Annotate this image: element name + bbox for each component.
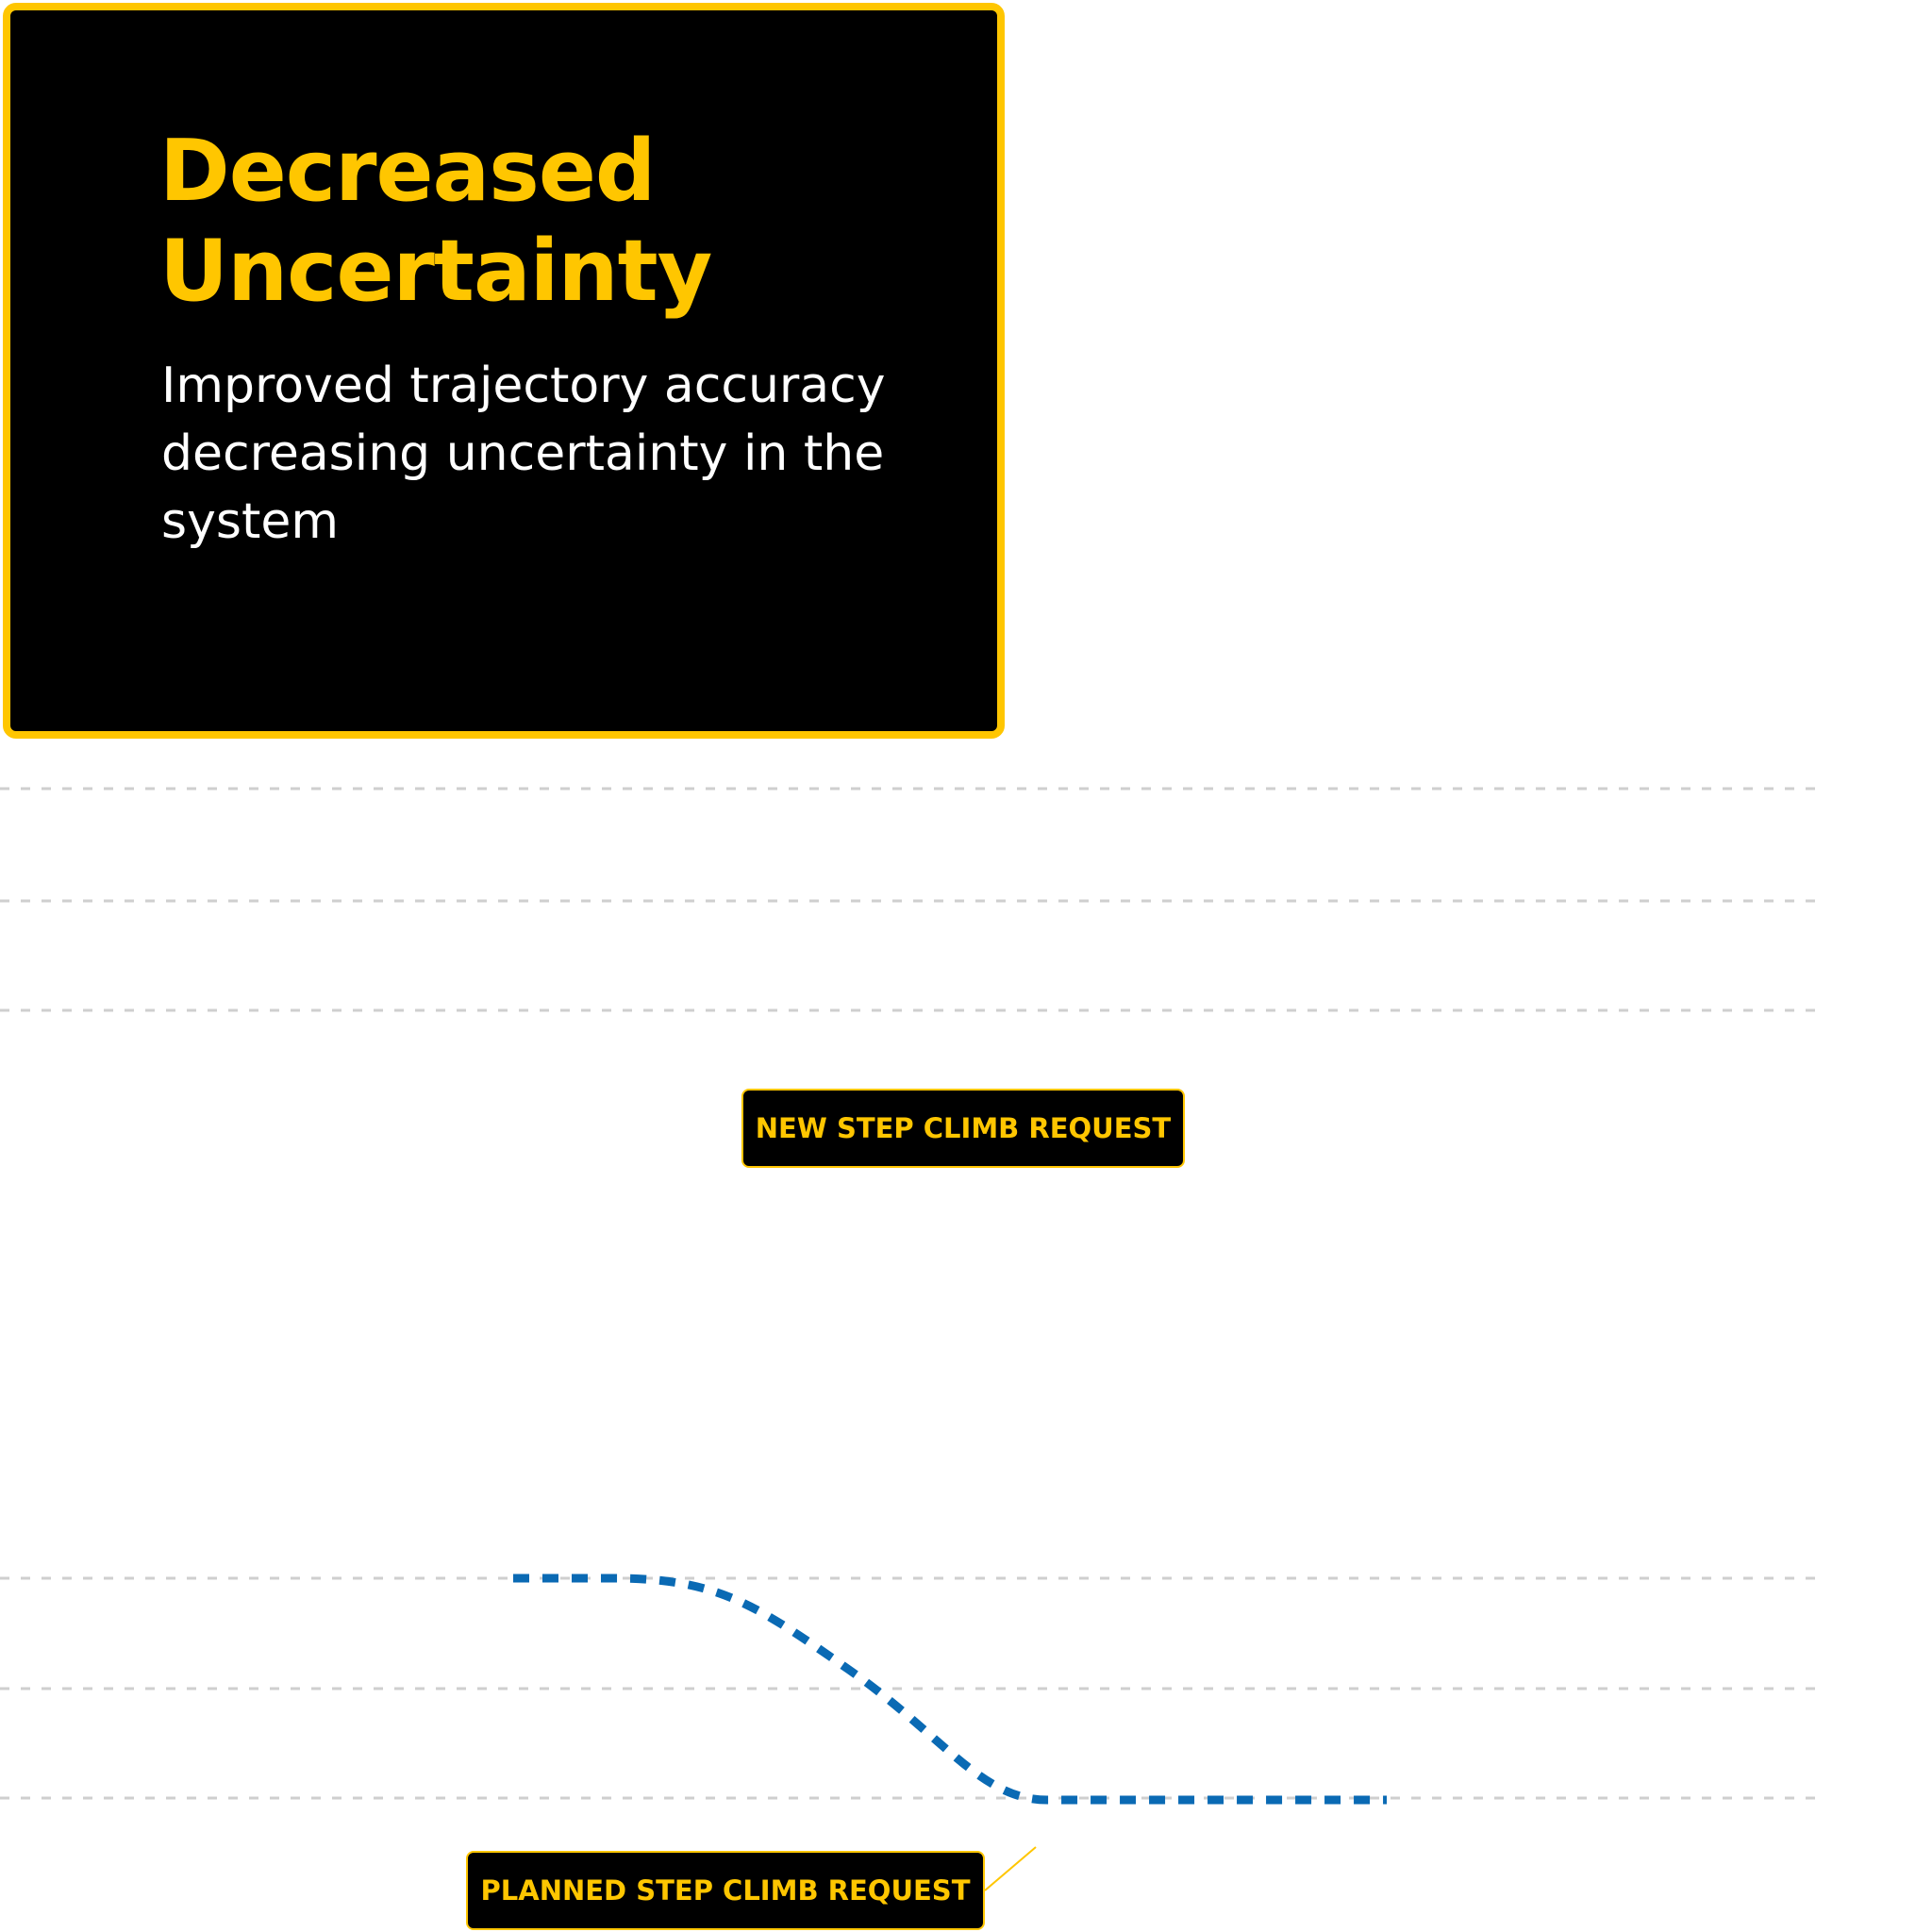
planned-trajectory-line [513,1574,1387,1805]
planned-step-climb-request-label: PLANNED STEP CLIMB REQUEST [466,1851,985,1930]
info-card: Decreased Uncertainty Improved trajector… [3,3,1005,739]
card-description: Improved trajectory accuracy decreasing … [161,358,886,550]
new-step-climb-request-label: NEW STEP CLIMB REQUEST [741,1089,1185,1168]
card-title-line-2: Uncertainty [159,222,712,321]
card-title: Decreased Uncertainty [159,122,971,322]
card-title-line-1: Decreased [159,122,656,221]
planned-request-leader-line [984,1846,1037,1891]
